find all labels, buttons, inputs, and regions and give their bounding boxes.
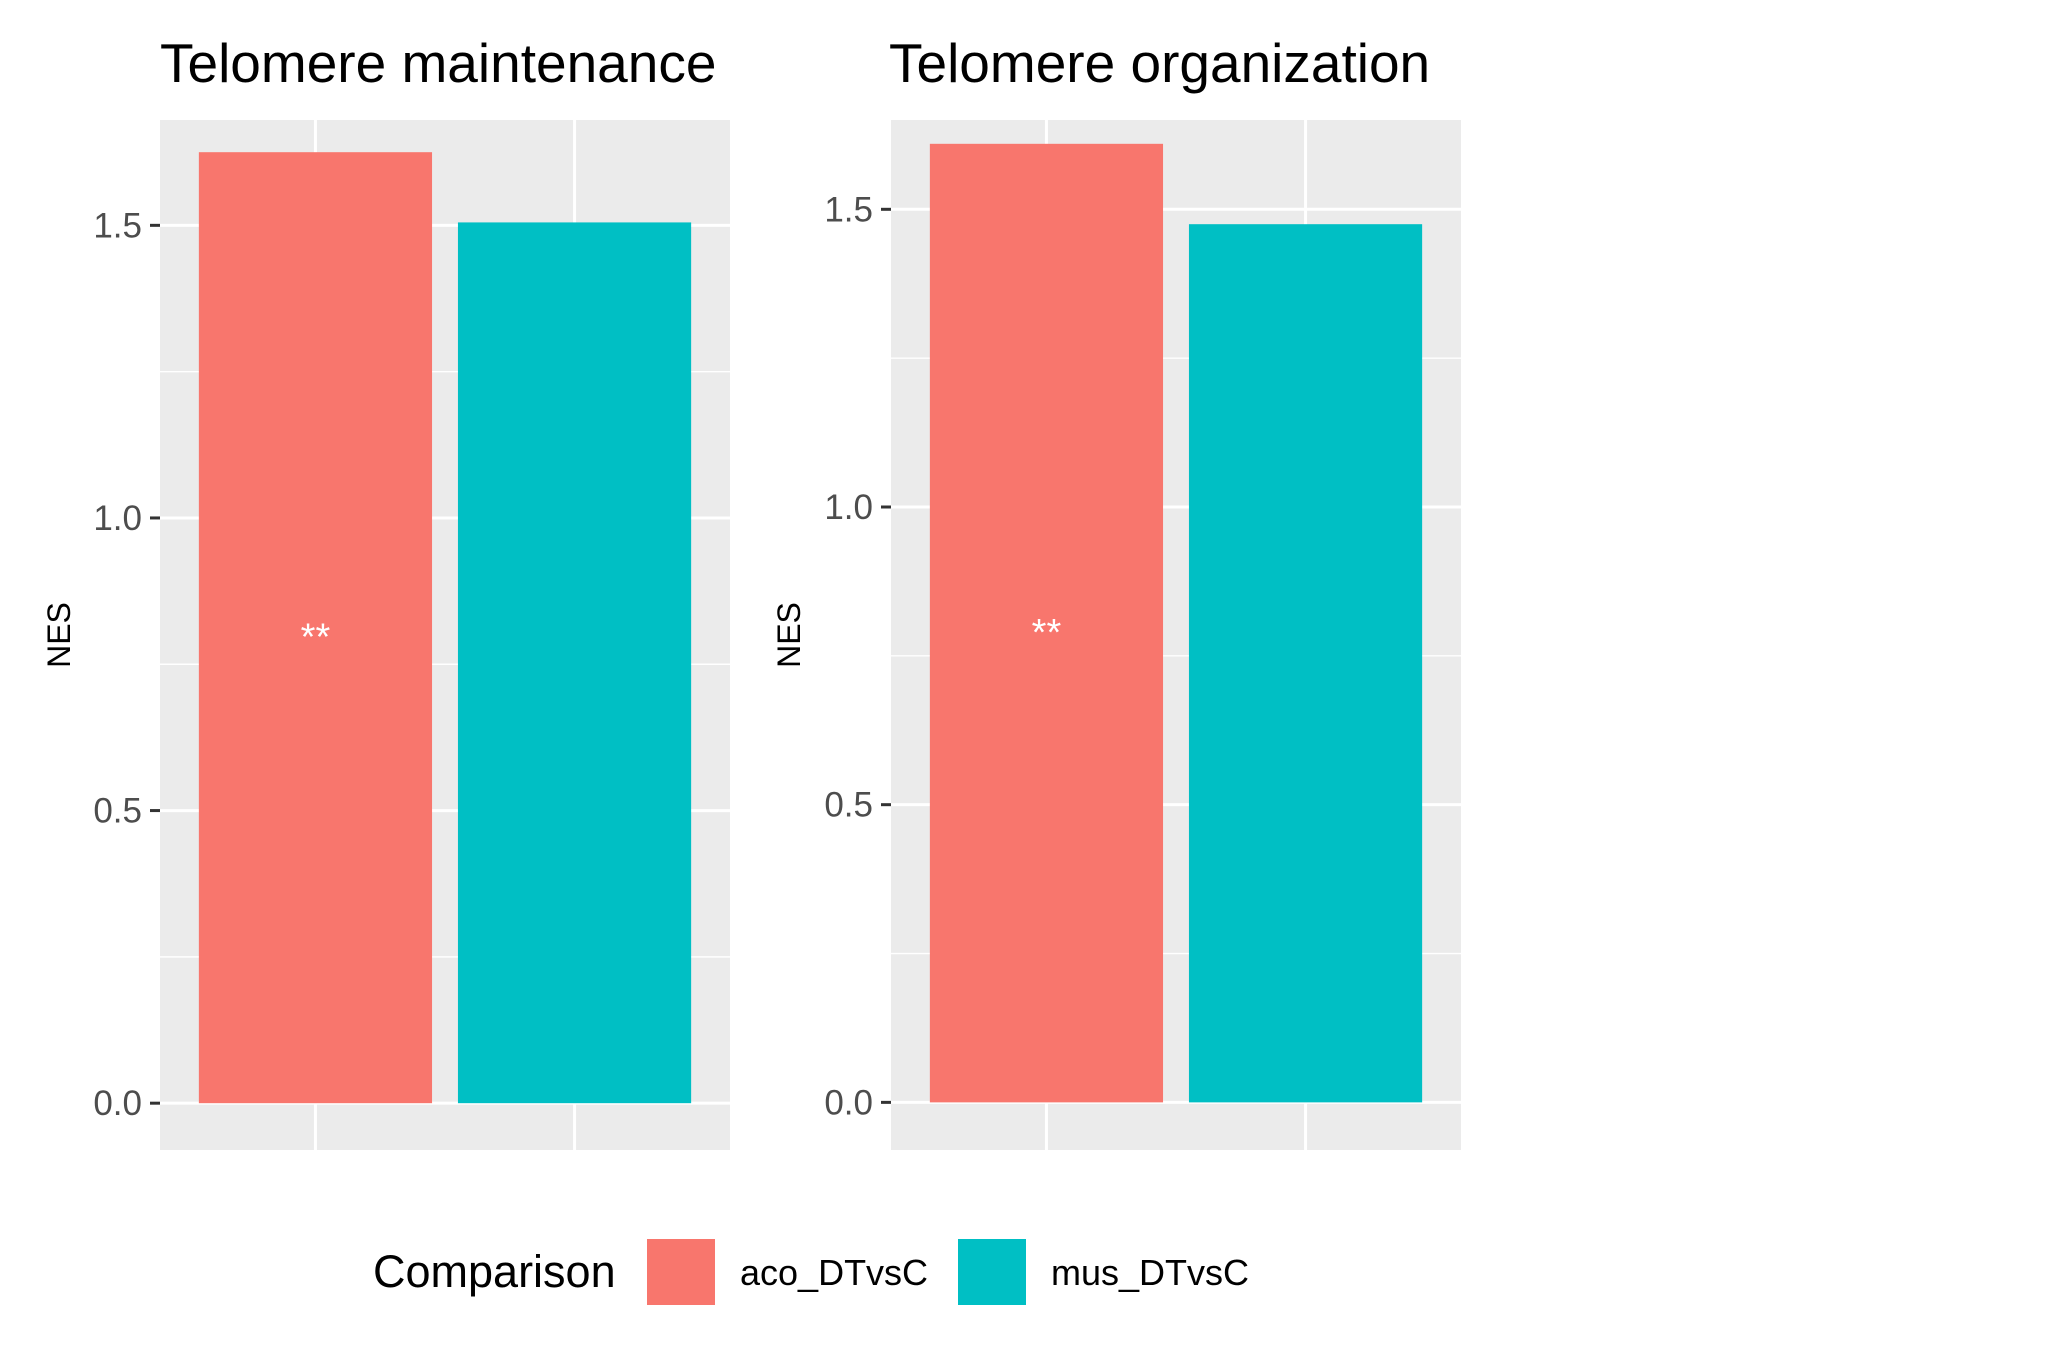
bar-mus_DTvsC (1188, 224, 1423, 1103)
panel-title: Telomere organization (889, 32, 1430, 94)
y-tick-label: 0.0 (93, 1084, 142, 1123)
legend-label: aco_DTvsC (740, 1252, 928, 1293)
legend-label: mus_DTvsC (1051, 1252, 1249, 1293)
y-tick-label: 0.5 (824, 786, 873, 825)
bar-aco_DTvsC (929, 143, 1164, 1103)
y-tick-label: 0.0 (824, 1083, 873, 1122)
bar-aco_DTvsC (198, 152, 433, 1104)
legend-key (956, 1237, 1028, 1307)
significance-label: ** (301, 617, 331, 659)
y-axis-label: NES (771, 602, 807, 668)
y-tick-label: 1.5 (824, 190, 873, 229)
significance-label: ** (1032, 612, 1062, 654)
chart-panel-2: ** 0.0 0.5 1.0 1.5 Telomere organization NES (771, 32, 1461, 1150)
facet-panels: ** 0.0 0.5 1.0 1.5 Telomere maintenance NES ** 0… (41, 32, 1461, 1150)
legend-key (645, 1237, 717, 1307)
y-tick-label: 1.0 (824, 488, 873, 527)
bar-mus_DTvsC (457, 222, 692, 1104)
y-tick-label: 1.5 (93, 206, 142, 245)
y-axis-label: NES (41, 602, 77, 668)
y-tick-label: 1.0 (93, 499, 142, 538)
chart-panel-1: ** 0.0 0.5 1.0 1.5 Telomere maintenance NES (41, 32, 730, 1150)
legend-title: Comparison (373, 1246, 616, 1297)
legend-item-mus_DTvsC: mus_DTvsC (956, 1237, 1249, 1307)
legend: Comparison aco_DTvsC mus_DTvsC (373, 1237, 1249, 1307)
legend-item-aco_DTvsC: aco_DTvsC (645, 1237, 928, 1307)
y-tick-label: 0.5 (93, 792, 142, 831)
panel-title: Telomere maintenance (160, 32, 716, 94)
